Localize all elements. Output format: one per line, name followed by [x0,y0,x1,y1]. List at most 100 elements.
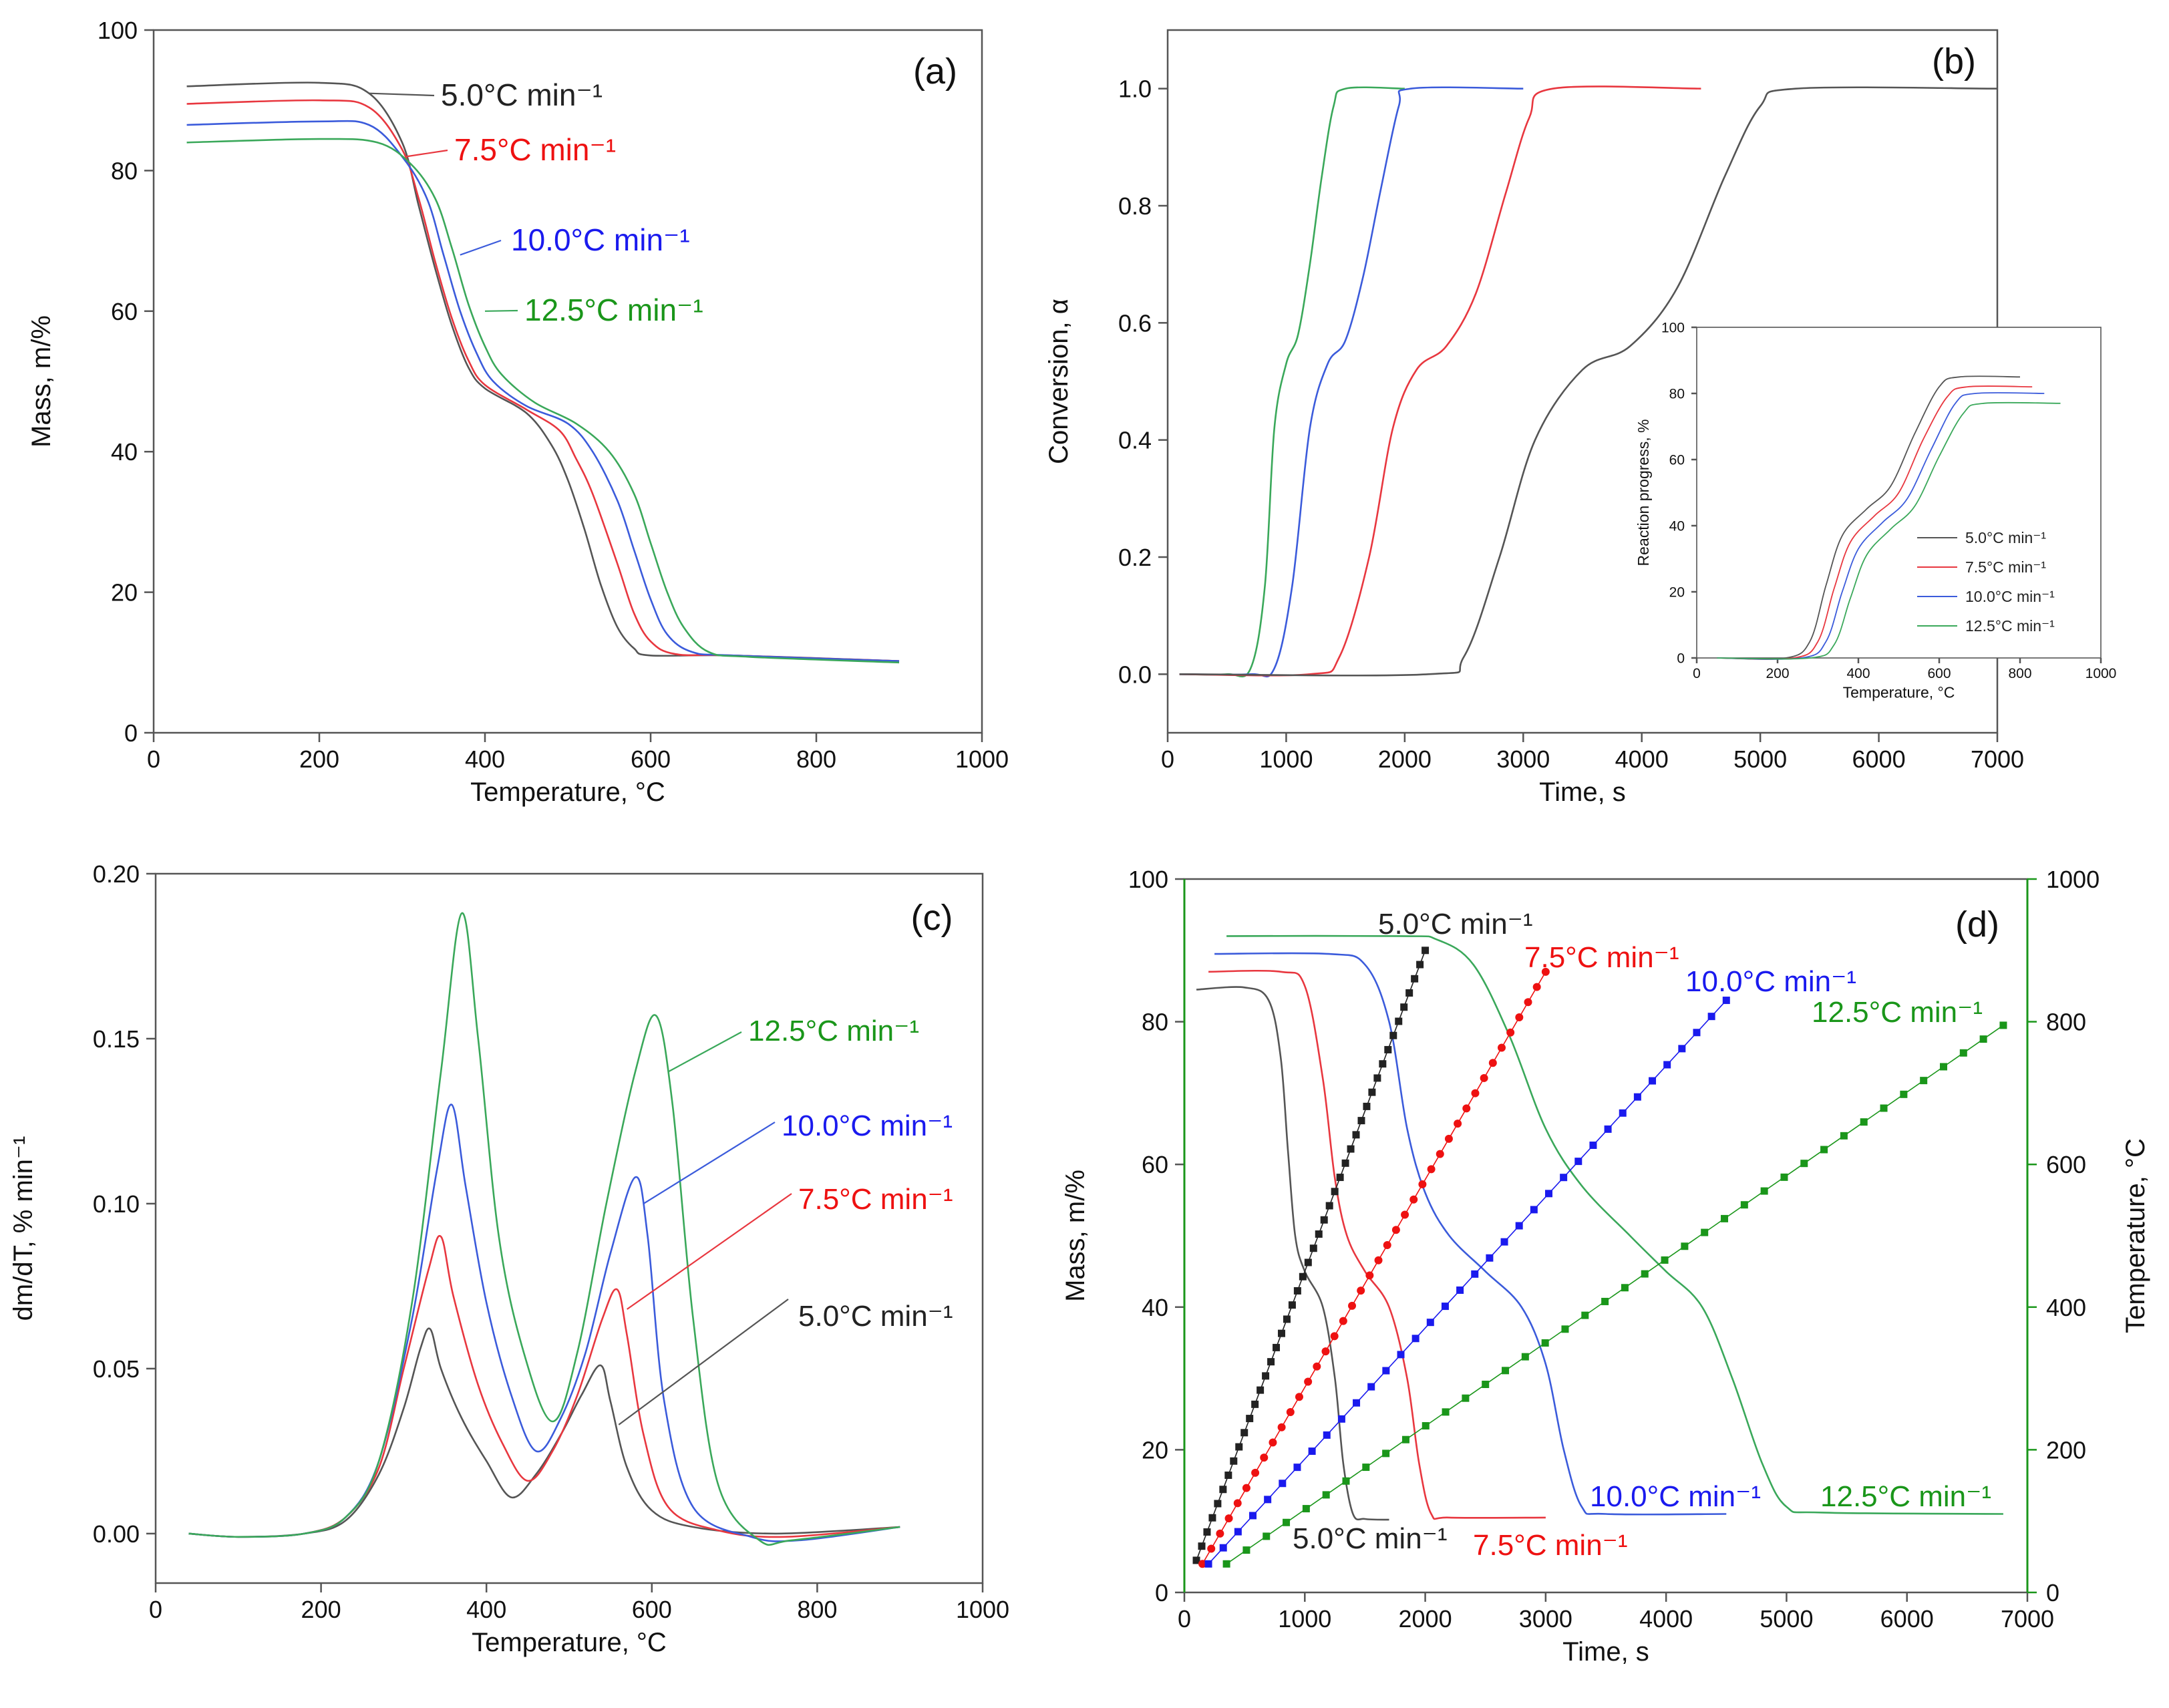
temperature-marker [1959,1049,1967,1057]
temperature-marker [1315,1230,1323,1238]
y-tick-label: 0.8 [1118,192,1152,220]
x-tick-label: 2000 [1378,745,1432,773]
leader-line [460,239,502,256]
series-label: 7.5°C min⁻¹ [798,1183,953,1216]
x-tick-label: 0 [149,1596,162,1623]
temperature-marker [1920,1077,1928,1085]
y-tick-label: 20 [111,579,138,607]
y-tick-label: 0.4 [1118,427,1152,454]
temperature-line [1208,1000,1727,1564]
temperature-marker [1339,1317,1347,1325]
y-tick-label: 0.2 [1118,544,1152,571]
temperature-marker [1219,1544,1227,1552]
x-tick-label: 3000 [1496,745,1550,773]
temperature-marker [1740,1201,1748,1209]
bottom-series-label: 10.0°C min⁻¹ [1590,1480,1761,1513]
temperature-marker [1352,1131,1360,1139]
temperature-marker [1436,1150,1444,1158]
series-line [1208,969,1546,1520]
y-tick-label: 60 [1142,1151,1168,1178]
panel-d: 0 1000 2000 3000 4000 5000 6000 700002040608010… [1061,866,2150,1667]
temperature-marker [1273,1343,1281,1351]
temperature-marker [1288,1301,1296,1309]
panel-a: 0 200 400 600 800 1000 0 20 40 60 80 100 Temperature… [27,17,1009,807]
temperature-marker [1521,1353,1529,1361]
x-tick-label: 400 [465,745,505,773]
temperature-marker [1192,1556,1200,1564]
temperature-marker [1295,1393,1303,1401]
temperature-marker [1497,1043,1506,1052]
temperature-marker [1260,1454,1269,1462]
temperature-marker [1462,1394,1470,1402]
y-tick-label: 0.00 [93,1520,140,1548]
x-tick-label: 6000 [1880,1605,1934,1633]
y-tick-label: 1.0 [1118,75,1152,103]
temperature-marker [1198,1542,1206,1550]
temperature-marker [1325,1202,1333,1210]
temperature-marker [1330,1332,1339,1341]
temperature-marker [1383,1240,1391,1249]
temperature-marker [1242,1484,1250,1492]
temperature-marker [1368,1088,1376,1096]
leader-line [618,1299,789,1425]
x-tick-label: 800 [796,745,836,773]
x-tick-label: 400 [466,1596,506,1623]
temperature-marker [1560,1174,1568,1182]
temperature-marker [1293,1287,1301,1295]
y-axis-title: Mass, m/% [27,315,56,448]
temperature-marker [1365,1271,1374,1280]
temperature-marker [1246,1415,1254,1423]
series-line [186,81,900,662]
temperature-marker [1416,961,1424,969]
x-tick-label: 1000 [956,1596,1009,1623]
panel-c: 0 200 400 600 800 1000 0.00 0.05 0.10 0.15 0.20 Tem… [9,860,1009,1657]
temperature-marker [1426,1319,1434,1327]
top-series-label: 12.5°C min⁻¹ [1812,996,1983,1029]
y-tick-label: 60 [1669,453,1685,468]
temperature-marker [1900,1090,1908,1098]
temperature-marker [1422,1422,1430,1430]
series-label: 10.0°C min⁻¹ [782,1109,953,1142]
y2-tick-label: 400 [2046,1294,2086,1321]
temperature-marker [1999,1021,2007,1029]
x-axis-title: Time, s [1562,1637,1649,1667]
temperature-marker [1601,1297,1609,1305]
temperature-marker [1589,1142,1597,1150]
series-line [1179,86,1701,677]
series-line [1179,86,1524,677]
temperature-marker [1486,1254,1494,1262]
temperature-marker [1321,1347,1330,1356]
temperature-marker [1309,1244,1317,1252]
temperature-marker [1374,1256,1383,1264]
temperature-marker [1532,983,1541,991]
temperature-marker [1780,1173,1788,1181]
inset-legend-label: 7.5°C min⁻¹ [1965,558,2046,576]
temperature-marker [1860,1118,1868,1126]
temperature-marker [1561,1325,1569,1333]
top-series-label: 10.0°C min⁻¹ [1685,965,1856,998]
series-label: 5.0°C min⁻¹ [798,1300,953,1333]
temperature-marker [1234,1528,1242,1536]
series-label: 12.5°C min⁻¹ [748,1015,919,1047]
temperature-marker [1262,1372,1270,1380]
y2-tick-label: 800 [2046,1009,2086,1036]
inset-series-line [1717,375,2021,660]
series-label: 5.0°C min⁻¹ [441,77,603,112]
temperature-marker [1379,1060,1387,1068]
temperature-marker [1411,1335,1420,1343]
temperature-marker [1544,1190,1552,1198]
temperature-marker [1198,1560,1207,1568]
temperature-line [1226,1025,2004,1564]
temperature-marker [1207,1544,1216,1553]
temperature-marker [1427,1165,1436,1174]
y-tick-label: 0.05 [93,1355,140,1383]
temperature-marker [1283,1315,1291,1323]
x-tick-label: 6000 [1852,745,1906,773]
x-tick-label: 5000 [1733,745,1787,773]
temperature-marker [1633,1093,1641,1101]
y-tick-label: 40 [1142,1294,1168,1321]
y2-tick-label: 200 [2046,1436,2086,1464]
temperature-marker [1353,1399,1361,1407]
temperature-marker [1693,1029,1701,1037]
x-tick-label: 0 [1161,745,1174,773]
